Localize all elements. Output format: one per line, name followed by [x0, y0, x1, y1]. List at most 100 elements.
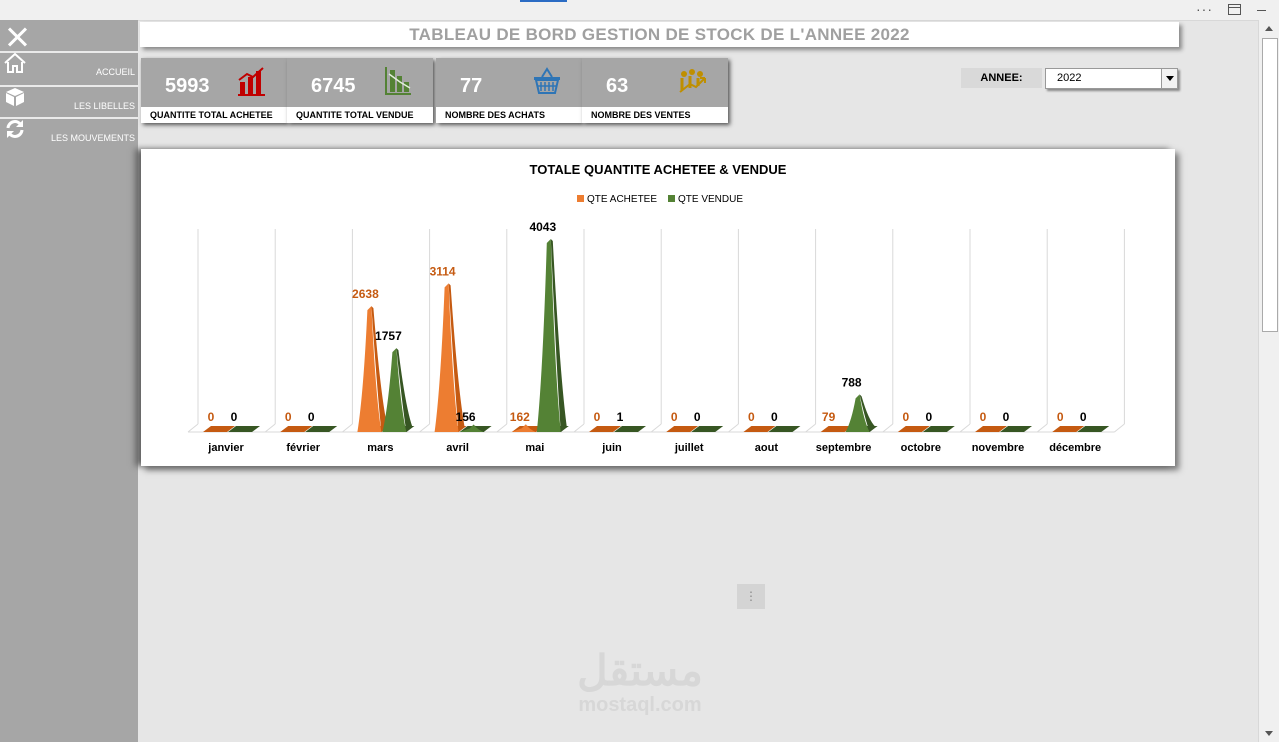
sidebar-item-accueil[interactable]: ACCUEIL	[0, 51, 138, 79]
bar-vendue-side	[396, 348, 413, 432]
restore-window-icon[interactable]	[1228, 4, 1241, 15]
kpi-label: QUANTITE TOTAL ACHETEE	[141, 107, 287, 123]
data-label-achetee: 3114	[430, 264, 456, 278]
data-label-achetee: 0	[748, 410, 755, 424]
kpi-value: 77	[460, 75, 483, 97]
legend-label-vendue: QTE VENDUE	[678, 194, 743, 205]
bar-vendue-side	[550, 239, 567, 432]
sidebar-item-label: ACCUEIL	[95, 67, 135, 77]
bar-vendue-base	[1077, 426, 1110, 432]
bar-achetee	[511, 424, 536, 432]
data-label-vendue: 1757	[375, 329, 402, 343]
chart-gridline	[805, 423, 816, 433]
x-tick-label: juillet	[674, 442, 704, 454]
bar-vendue	[382, 348, 407, 432]
annee-select-value: 2022	[1057, 72, 1082, 84]
bar-vendue-base	[1000, 426, 1032, 432]
kpi-value: 63	[606, 75, 629, 97]
watermark: مستقل mostaql.com	[560, 647, 720, 717]
vertical-scrollbar[interactable]	[1258, 20, 1279, 742]
bar-achetee-base	[743, 426, 776, 432]
bar-achetee-base	[589, 426, 621, 432]
bar-achetee	[357, 306, 382, 432]
chart-gridline	[419, 423, 430, 433]
chart-legend: QTE ACHETEE QTE VENDUE	[577, 194, 743, 205]
page-title: TABLEAU DE BORD GESTION DE STOCK DE L'AN…	[140, 22, 1179, 47]
chart-gridline	[650, 423, 662, 433]
data-label-vendue: 0	[231, 410, 238, 424]
chevron-down-icon[interactable]	[1161, 69, 1177, 88]
data-label-achetee: 0	[285, 410, 292, 424]
bar-vendue-base	[614, 426, 646, 432]
chart-title: TOTALE QUANTITE ACHETEE & VENDUE	[530, 162, 787, 177]
bar-vendue-base	[691, 426, 724, 432]
sidebar-item-libelles[interactable]: LES LIBELLES	[0, 85, 138, 113]
sidebar-item-label: LES LIBELLES	[73, 101, 135, 111]
bar-achetee-base	[203, 426, 235, 432]
more-options-icon[interactable]: ···	[1196, 1, 1213, 17]
basket-icon	[534, 67, 560, 94]
bar-chart-down-icon	[385, 67, 411, 95]
data-label-achetee: 0	[671, 410, 678, 424]
watermark-arabic: مستقل	[577, 647, 703, 694]
data-label-achetee: 0	[980, 410, 987, 424]
data-label-achetee: 79	[822, 410, 836, 424]
bar-achetee-base	[666, 426, 699, 432]
annee-select[interactable]: 2022	[1045, 68, 1178, 89]
data-label-vendue: 0	[925, 410, 932, 424]
x-tick-label: juin	[601, 442, 622, 454]
data-label-vendue: 4043	[529, 220, 556, 234]
kpi-card-quantite-achetee: 5993 QUANTITE TOTAL ACHETEE	[141, 58, 287, 123]
scroll-down-icon[interactable]	[1259, 725, 1279, 742]
chart-gridline	[187, 423, 199, 433]
chart-gridline	[1036, 423, 1048, 433]
scrollbar-thumb[interactable]	[1262, 38, 1278, 332]
bar-achetee-base	[975, 426, 1007, 432]
kpi-card-nombre-achats: 77 NOMBRE DES ACHATS	[436, 58, 582, 123]
annee-filter-label: ANNEE:	[961, 68, 1042, 88]
chart-gridline	[959, 423, 971, 433]
close-icon[interactable]	[5, 25, 29, 49]
data-label-achetee: 2638	[352, 287, 379, 301]
bar-vendue-side	[859, 394, 876, 432]
data-label-vendue: 0	[771, 410, 778, 424]
legend-swatch-vendue	[668, 195, 675, 202]
home-icon	[4, 52, 26, 73]
legend-swatch-achetee	[577, 195, 584, 202]
bar-achetee-side	[371, 306, 388, 432]
chart-gridline	[496, 423, 508, 433]
x-tick-label: septembre	[816, 442, 872, 454]
data-label-vendue: 0	[1003, 410, 1010, 424]
x-tick-label: avril	[446, 442, 469, 454]
x-tick-label: mars	[367, 442, 393, 454]
data-label-achetee: 0	[594, 410, 601, 424]
resize-handle[interactable]: ⋮	[737, 584, 765, 609]
bar-vendue-base	[768, 426, 801, 432]
bar-chart-up-icon	[238, 67, 265, 96]
sidebar-item-label: LES MOUVEMENTS	[50, 133, 135, 143]
data-label-vendue: 0	[1080, 410, 1087, 424]
data-label-achetee: 0	[208, 410, 215, 424]
data-label-achetee: 0	[902, 410, 909, 424]
chart-gridline	[1114, 423, 1125, 433]
kpi-card-nombre-ventes: 63 NOMBRE DES VENTES	[582, 58, 728, 123]
bar-vendue-base	[228, 426, 260, 432]
chart-gridline	[728, 423, 739, 433]
chart-panel: TOTALE QUANTITE ACHETEE & VENDUE QTE ACH…	[141, 149, 1175, 466]
window-titlebar: ···	[0, 0, 1279, 21]
chart-plot-area: 0 0 janvier 0 0 février 2638 1757 mars 3114 156 avr…	[187, 220, 1125, 454]
chart-gridline	[882, 423, 894, 433]
scroll-up-icon[interactable]	[1259, 20, 1279, 37]
bar-vendue-base	[922, 426, 955, 432]
x-tick-label: octobre	[901, 442, 941, 454]
x-tick-label: novembre	[972, 442, 1025, 454]
minimize-window-icon[interactable]	[1257, 10, 1266, 11]
quantity-chart: TOTALE QUANTITE ACHETEE & VENDUE QTE ACH…	[187, 162, 1125, 454]
bar-achetee-base	[280, 426, 313, 432]
bar-achetee-base	[1052, 426, 1085, 432]
data-label-vendue: 788	[842, 375, 862, 389]
x-tick-label: janvier	[207, 442, 244, 454]
kpi-card-quantite-vendue: 6745 QUANTITE TOTAL VENDUE	[287, 58, 433, 123]
kpi-value: 6745	[311, 75, 356, 97]
sidebar-item-mouvements[interactable]: LES MOUVEMENTS	[0, 117, 138, 145]
